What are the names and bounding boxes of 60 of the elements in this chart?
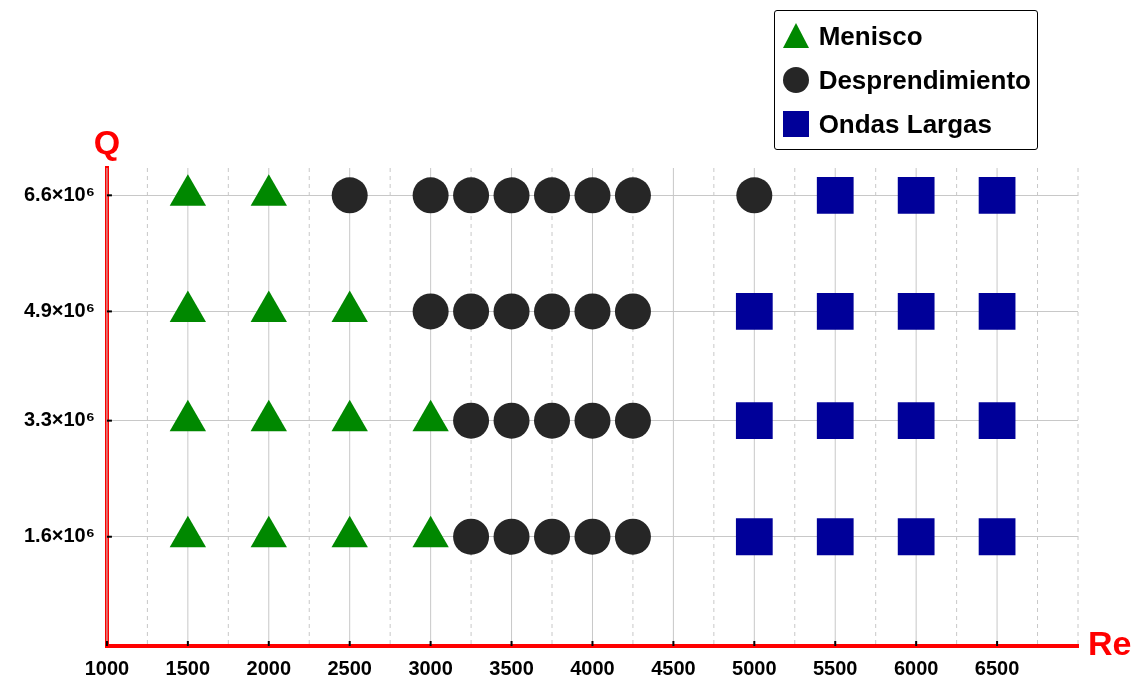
point bbox=[614, 177, 651, 214]
point bbox=[978, 402, 1016, 440]
y-tick-label: 1.6×10⁶ bbox=[24, 524, 95, 547]
x-tick-label: 3000 bbox=[408, 656, 453, 679]
point bbox=[493, 293, 530, 330]
point bbox=[534, 293, 571, 330]
point bbox=[897, 518, 935, 556]
x-tick-label: 6500 bbox=[974, 656, 1020, 679]
point bbox=[735, 402, 773, 440]
point bbox=[978, 176, 1016, 214]
y-tick-label: 4.9×10⁶ bbox=[24, 298, 95, 321]
x-tick-label: 1000 bbox=[84, 656, 130, 679]
point bbox=[412, 177, 449, 214]
x-tick-label: 5000 bbox=[732, 656, 777, 679]
point bbox=[331, 177, 368, 214]
point bbox=[453, 293, 490, 330]
point bbox=[897, 293, 935, 330]
point bbox=[574, 402, 611, 439]
x-tick-label: 5500 bbox=[812, 656, 858, 679]
point bbox=[735, 518, 773, 556]
point bbox=[614, 402, 651, 439]
point bbox=[736, 177, 773, 214]
x-tick-label: 4000 bbox=[570, 656, 615, 679]
point bbox=[978, 518, 1016, 556]
point bbox=[412, 293, 449, 330]
point bbox=[614, 518, 651, 555]
x-tick-label: 4500 bbox=[651, 656, 696, 679]
y-axis-title: Q bbox=[93, 123, 121, 162]
point bbox=[614, 293, 651, 330]
point bbox=[897, 402, 935, 440]
x-tick-label: 2000 bbox=[246, 656, 292, 679]
x-tick-label: 1500 bbox=[165, 656, 211, 679]
point bbox=[534, 518, 571, 555]
point bbox=[735, 293, 773, 330]
point bbox=[493, 518, 530, 555]
point bbox=[816, 518, 854, 556]
x-tick-label: 6000 bbox=[893, 656, 939, 679]
legend-label: Menisco bbox=[818, 20, 923, 52]
point bbox=[493, 402, 530, 439]
point bbox=[574, 518, 611, 555]
x-tick-label: 2500 bbox=[327, 656, 372, 679]
point bbox=[534, 402, 571, 439]
point bbox=[574, 177, 611, 214]
point bbox=[897, 176, 935, 214]
x-axis-title: Re bbox=[1088, 624, 1132, 663]
point bbox=[453, 402, 490, 439]
legend-label: Desprendimiento bbox=[818, 64, 1031, 96]
point bbox=[493, 177, 530, 214]
y-tick-label: 3.3×10⁶ bbox=[24, 408, 95, 431]
legend-label: Ondas Largas bbox=[818, 108, 993, 140]
point bbox=[816, 176, 854, 214]
x-tick-label: 3500 bbox=[489, 656, 534, 679]
point bbox=[816, 402, 854, 440]
point bbox=[816, 293, 854, 330]
point bbox=[534, 177, 571, 214]
point bbox=[453, 518, 490, 555]
point bbox=[574, 293, 611, 330]
point bbox=[978, 293, 1016, 330]
point bbox=[453, 177, 490, 214]
y-tick-label: 6.6×10⁶ bbox=[24, 182, 95, 205]
